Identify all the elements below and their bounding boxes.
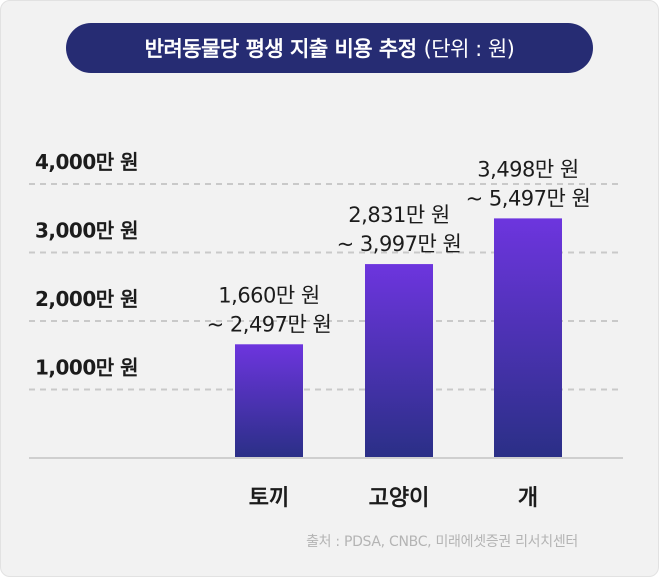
data-label-low: 3,498만 원 [477,157,578,181]
source-note: 출처 : PDSA, CNBC, 미래에셋증권 리서치센터 [306,534,578,550]
data-labels: 1,660만 원 ~ 2,497만 원 2,831만 원 ~ 3,997만 원 3,49… [207,157,591,336]
data-label-low: 2,831만 원 [348,203,449,227]
bar [365,264,433,458]
data-label-low: 1,660만 원 [218,283,319,307]
chart-title-pill: 반려동물당 평생 지출 비용 추정 (단위 : 원) [66,23,593,73]
y-tick-label: 4,000만 원 [35,150,138,174]
unit-note: (단위 : 원) [423,37,515,61]
bar [494,218,562,458]
bars [235,218,562,458]
data-label-high: ~ 2,497만 원 [207,312,332,336]
data-label-high: ~ 3,997만 원 [337,232,462,256]
y-axis-tick-labels: 1,000만 원 2,000만 원 3,000만 원 4,000만 원 [35,150,139,380]
chart-title: 반려동물당 평생 지출 비용 추정 [144,37,417,61]
y-tick-label: 1,000만 원 [35,356,138,380]
bar [235,344,303,458]
category-labels: 토끼 고양이 개 [249,486,538,511]
category-label: 개 [518,486,538,511]
category-label: 토끼 [249,486,289,511]
category-label: 고양이 [369,486,430,511]
data-label-high: ~ 5,497만 원 [466,186,591,210]
y-tick-label: 3,000만 원 [35,219,138,243]
y-tick-label: 2,000만 원 [35,287,138,311]
